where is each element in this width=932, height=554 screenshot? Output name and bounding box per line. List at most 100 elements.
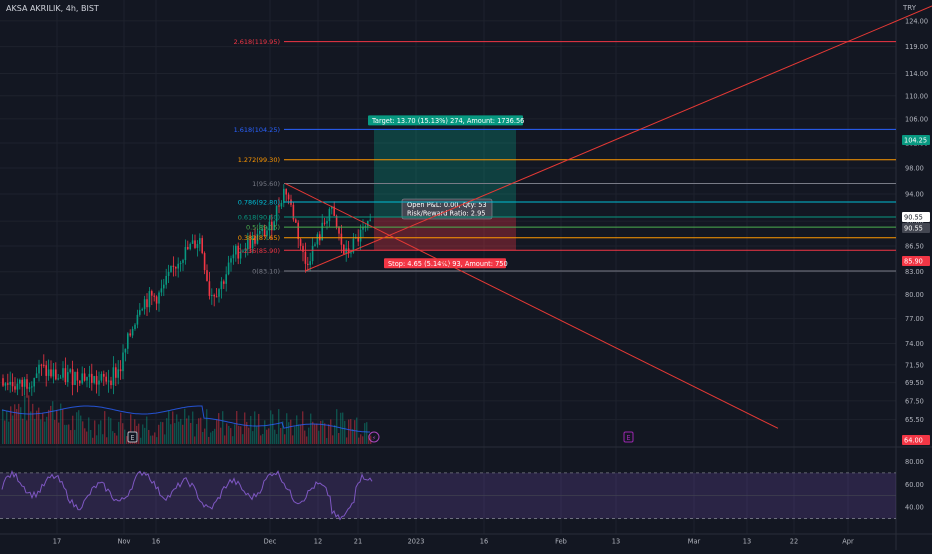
volume-bar [68, 424, 70, 444]
target-label: Target: 13.70 (15.13%) 274, Amount: 1736… [371, 117, 524, 125]
candle-body [40, 364, 43, 366]
volume-bar [156, 437, 158, 444]
volume-bar [162, 422, 164, 444]
volume-bar [218, 413, 220, 444]
candle-body [275, 205, 278, 222]
volume-bar [70, 430, 72, 444]
volume-bar [20, 407, 22, 444]
volume-bar [318, 430, 320, 444]
volume-bar [206, 409, 208, 444]
volume-bar [226, 423, 228, 444]
volume-bar [16, 409, 18, 444]
volume-bar [224, 435, 226, 444]
volume-bar [138, 423, 140, 444]
candle-body [9, 381, 11, 385]
candle-body [105, 376, 107, 382]
candle-body [93, 376, 95, 383]
price-axis: 124.00119.00114.00110.00106.00102.0098.0… [905, 17, 928, 511]
volume-bar [164, 434, 166, 444]
fib-level-label: 0.382(87.65) [238, 234, 280, 242]
candle-body [100, 373, 103, 381]
volume-bar [64, 424, 66, 444]
candle-body [280, 202, 283, 207]
volume-bar [234, 424, 236, 444]
volume-bar [222, 411, 224, 444]
candle-body [357, 237, 359, 242]
candle-body [247, 239, 249, 249]
fib-level-label: 0.786(92.80) [238, 199, 280, 207]
volume-bar [96, 435, 98, 444]
volume-bar [200, 417, 202, 444]
candle-body [223, 281, 225, 284]
volume-bar [172, 411, 174, 444]
rsi-axis-tick: 40.00 [905, 504, 924, 512]
price-axis-tick: 67.50 [905, 397, 924, 405]
volume-bar [62, 409, 64, 444]
time-axis: 17 Nov 16 Dec 12 21 2023 16 Feb 13 Mar 13 22 Apr [53, 538, 854, 546]
rsi-line [1, 470, 373, 521]
position-info-box [401, 198, 493, 220]
volume-bar [304, 430, 306, 444]
candle-body [76, 371, 79, 381]
candle-body [124, 348, 127, 353]
volume-bar [76, 412, 78, 444]
volume-bar [286, 413, 288, 444]
price-axis-tick: 114.00 [905, 70, 928, 78]
candle-body [98, 380, 100, 385]
candle-body [244, 248, 247, 251]
candle-body [43, 364, 45, 366]
volume-bar [180, 418, 182, 444]
volume-bar [94, 420, 96, 444]
volume-bar [12, 415, 14, 444]
time-axis-tick: 16 [480, 538, 488, 546]
time-axis-tick: 2023 [408, 538, 425, 546]
volume-bar [308, 427, 310, 444]
volume-bar [170, 424, 172, 444]
position-info-line: Risk/Reward Ratio: 2.95 [407, 210, 485, 218]
candle-body [208, 281, 211, 296]
volume-bar [366, 422, 368, 444]
candle-body [194, 240, 196, 248]
volume-bar [228, 425, 230, 444]
volume-bar [310, 413, 312, 444]
volume-bar [118, 421, 120, 444]
candle-body [134, 324, 136, 329]
candle-body [369, 219, 371, 221]
candle-body [103, 373, 105, 377]
currency-label: TRY [903, 4, 916, 12]
volume-bar [260, 435, 262, 444]
volume-bar [46, 416, 48, 444]
volume-bar [248, 427, 250, 444]
price-axis-tick: 77.00 [905, 315, 924, 323]
volume-bar [166, 418, 168, 444]
time-axis-tick: 16 [152, 538, 160, 546]
candle-body [343, 244, 345, 254]
candle-body [287, 194, 290, 200]
price-badge [902, 212, 930, 222]
candle-body [165, 275, 167, 285]
fib-level-label: 1(95.60) [252, 180, 280, 188]
candle-body [314, 244, 316, 246]
volume-bar [230, 428, 232, 444]
fibonacci-levels: 2.618(119.95) 1.618(104.25) 1.272(99.30) 1(… [234, 38, 896, 275]
price-axis-tick: 94.00 [905, 190, 924, 198]
volume-bar [88, 417, 90, 444]
price-badge [902, 223, 930, 233]
candle-body [232, 254, 235, 259]
candle-body [345, 248, 347, 254]
candle-body [64, 368, 67, 383]
candle-body [163, 284, 165, 289]
volume-bar [154, 432, 156, 444]
time-axis-tick: Apr [842, 538, 854, 546]
candle-body [331, 206, 333, 209]
falling-trendline [284, 182, 779, 429]
candle-body [55, 369, 57, 380]
volume-bar [280, 427, 282, 444]
volume-bar [168, 410, 170, 444]
trend-lines [284, 5, 932, 429]
price-axis-tick: 74.00 [905, 340, 924, 348]
candle-body [88, 373, 91, 377]
volume-bar [72, 415, 74, 444]
